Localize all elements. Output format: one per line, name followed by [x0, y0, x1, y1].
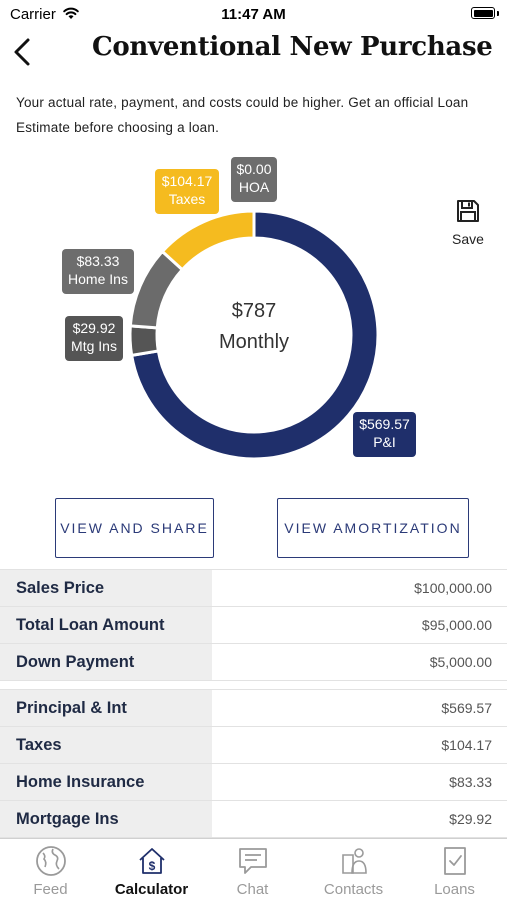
- chat-icon: [238, 848, 267, 874]
- donut-segment-pi: [129, 209, 380, 461]
- tab-label: Calculator: [114, 881, 189, 898]
- row-label: Home Insurance: [0, 764, 212, 800]
- table-row: Down Payment $5,000.00: [0, 644, 507, 681]
- payment-breakdown-table: Principal & Int $569.57 Taxes $104.17 Ho…: [0, 689, 507, 838]
- home-ins-chip: $83.33 Home Ins: [62, 249, 134, 294]
- home-ins-amount: $83.33: [76, 253, 120, 269]
- table-row: Total Loan Amount $95,000.00: [0, 607, 507, 644]
- back-button[interactable]: [8, 34, 38, 70]
- hoa-amount: $0.00: [236, 161, 272, 177]
- table-row: Mortgage Ins $29.92: [0, 801, 507, 838]
- pi-amount: $569.57: [359, 416, 410, 432]
- home-ins-label: Home Ins: [68, 271, 128, 287]
- view-and-share-button[interactable]: VIEW AND SHARE: [55, 498, 214, 558]
- tab-label: Contacts: [323, 881, 384, 898]
- row-label: Taxes: [0, 727, 212, 763]
- tab-loans[interactable]: Loans: [404, 839, 505, 901]
- mtg-ins-label: Mtg Ins: [71, 338, 117, 354]
- table-row: Sales Price $100,000.00: [0, 570, 507, 607]
- view-amortization-label: VIEW AMORTIZATION: [284, 520, 462, 536]
- donut-segment-taxes: [160, 209, 256, 272]
- save-button[interactable]: Save: [446, 198, 490, 252]
- table-row: Home Insurance $83.33: [0, 764, 507, 801]
- row-value: $83.33: [449, 774, 492, 790]
- floppy-disk-icon: [457, 200, 479, 222]
- view-and-share-label: VIEW AND SHARE: [60, 520, 209, 536]
- payment-donut-chart: [0, 150, 507, 480]
- tab-label: Loans: [434, 881, 475, 898]
- wifi-icon: [63, 7, 79, 19]
- row-value: $100,000.00: [414, 580, 492, 596]
- calculator-house-icon: $: [138, 848, 165, 874]
- tab-contacts[interactable]: Contacts: [303, 839, 404, 901]
- row-value: $29.92: [449, 811, 492, 827]
- pi-chip: $569.57 P&I: [353, 412, 416, 457]
- monthly-label: Monthly: [218, 331, 290, 353]
- taxes-amount: $104.17: [161, 173, 213, 189]
- battery-tip: [497, 11, 499, 16]
- table-row: Taxes $104.17: [0, 727, 507, 764]
- taxes-chip: $104.17 Taxes: [155, 169, 219, 214]
- tab-label: Feed: [33, 881, 68, 898]
- row-value: $104.17: [441, 737, 492, 753]
- row-value: $569.57: [441, 700, 492, 716]
- svg-text:$: $: [148, 859, 155, 873]
- tab-label: Chat: [236, 881, 269, 898]
- save-label: Save: [452, 231, 484, 247]
- row-label: Down Payment: [0, 644, 212, 680]
- status-time: 11:47 AM: [221, 6, 286, 23]
- loans-icon: [443, 847, 466, 875]
- row-label: Mortgage Ins: [0, 801, 212, 837]
- chevron-left-icon: [14, 38, 30, 66]
- pi-label: P&I: [373, 434, 396, 450]
- loan-summary-table: Sales Price $100,000.00 Total Loan Amoun…: [0, 569, 507, 681]
- mtg-ins-amount: $29.92: [72, 320, 116, 336]
- hoa-chip: $0.00 HOA: [231, 157, 277, 202]
- mtg-ins-chip: $29.92 Mtg Ins: [65, 316, 123, 361]
- disclaimer-text: Your actual rate, payment, and costs cou…: [16, 95, 469, 135]
- status-bar: Carrier 11:47 AM: [0, 0, 507, 28]
- view-amortization-button[interactable]: VIEW AMORTIZATION: [277, 498, 469, 558]
- tab-calculator[interactable]: $ Calculator: [101, 839, 202, 901]
- carrier-label: Carrier: [10, 6, 56, 23]
- row-label: Principal & Int: [0, 690, 212, 726]
- contacts-icon: [341, 848, 367, 874]
- row-value: $5,000.00: [429, 654, 492, 670]
- tab-feed[interactable]: Feed: [0, 839, 101, 901]
- row-value: $95,000.00: [421, 617, 492, 633]
- row-label: Sales Price: [0, 570, 212, 606]
- globe-icon: [35, 846, 66, 876]
- row-label: Total Loan Amount: [0, 607, 212, 643]
- taxes-label: Taxes: [168, 191, 206, 207]
- monthly-total-amount: $787: [231, 300, 277, 322]
- hoa-label: HOA: [238, 179, 270, 195]
- battery-icon: [471, 7, 495, 19]
- donut-chart-svg: [128, 209, 380, 461]
- table-row: Principal & Int $569.57: [0, 690, 507, 727]
- tab-chat[interactable]: Chat: [202, 839, 303, 901]
- page-title: Conventional New Purchase: [92, 32, 493, 62]
- tab-bar: Feed $ Calculator Chat Contacts Loans: [0, 838, 507, 900]
